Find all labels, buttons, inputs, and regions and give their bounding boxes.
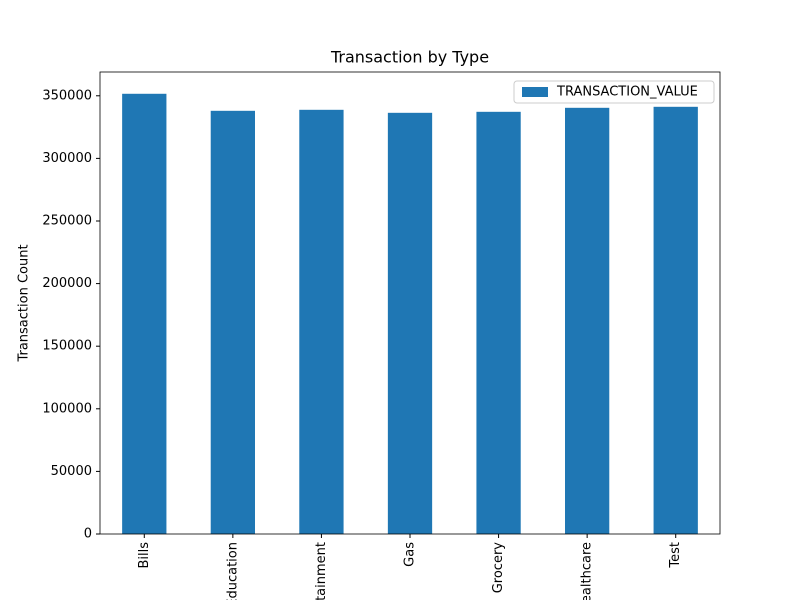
y-tick-label: 50000 — [51, 464, 92, 479]
legend-frame — [513, 80, 715, 104]
y-tick-label: 0 — [84, 527, 92, 542]
x-tick-label: Test — [668, 542, 683, 569]
x-tick-label: Gas — [403, 542, 418, 567]
legend: TRANSACTION_VALUE — [513, 80, 715, 104]
y-tick-label: 350000 — [42, 88, 92, 103]
y-axis-label: Transaction Count — [17, 244, 32, 362]
bar — [122, 93, 167, 534]
x-tick-label: Bills — [137, 542, 152, 569]
plot-frame — [99, 71, 721, 535]
bar — [476, 111, 521, 534]
y-tick-label: 200000 — [42, 276, 92, 291]
legend-label: TRANSACTION_VALUE — [556, 85, 698, 100]
chart-title: Transaction by Type — [330, 48, 489, 67]
bar — [653, 106, 698, 534]
bar — [210, 110, 255, 534]
bar — [299, 109, 344, 535]
bar — [387, 112, 433, 535]
y-tick-label: 300000 — [42, 151, 92, 166]
y-tick-label: 150000 — [42, 339, 92, 354]
x-tick-label: Healthcare — [580, 542, 595, 600]
y-tick-label: 100000 — [42, 401, 92, 416]
x-tick-label: Entertainment — [314, 542, 329, 600]
x-tick-label: Education — [225, 542, 240, 600]
x-tick-label: Grocery — [491, 542, 506, 594]
bar — [565, 107, 610, 534]
legend-swatch — [522, 87, 548, 97]
y-tick-label: 250000 — [42, 213, 92, 228]
